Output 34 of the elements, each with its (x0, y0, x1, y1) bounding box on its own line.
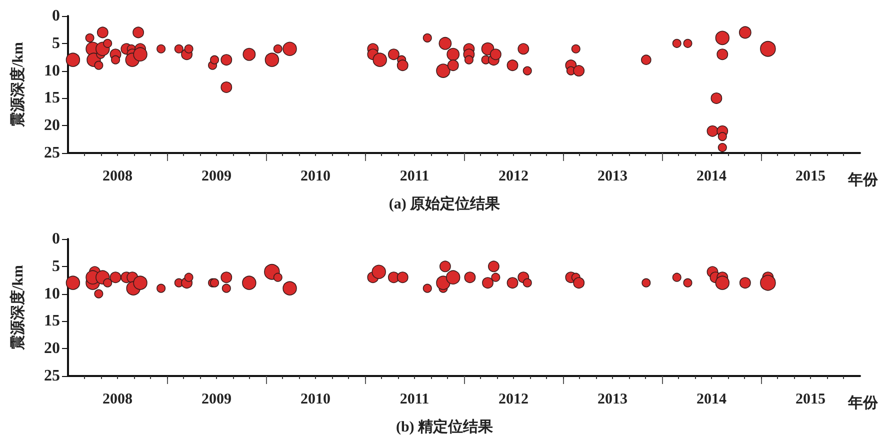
x-tick-label: 2008 (102, 168, 132, 184)
y-tick-label: 0 (52, 230, 60, 248)
x-axis-title: 年份 (847, 394, 879, 412)
x-tick-label: 2009 (202, 392, 232, 408)
x-tick-label: 2014 (696, 392, 727, 408)
x-tick-label: 2008 (102, 392, 132, 408)
y-axis-title: 震源深度/km (8, 42, 26, 128)
x-tick-label: 2015 (796, 168, 826, 184)
y-tick-label: 10 (44, 285, 60, 302)
y-axis-title: 震源深度/km (8, 264, 26, 352)
y-tick-label: 25 (44, 368, 60, 384)
x-tick-label: 2014 (696, 168, 727, 184)
x-tick-label: 2011 (400, 392, 430, 408)
x-tick-label: 2009 (202, 168, 232, 184)
x-tick-label: 2013 (598, 168, 628, 184)
y-tick-label: 15 (44, 90, 60, 107)
y-tick-label: 15 (44, 312, 60, 330)
x-axis-title: 年份 (847, 172, 879, 188)
y-tick-label: 10 (44, 62, 60, 80)
x-tick-label: 2010 (300, 392, 330, 408)
y-tick-label: 5 (52, 34, 60, 52)
x-tick-label: 2010 (300, 168, 330, 184)
y-tick-label: 20 (44, 340, 60, 358)
y-tick-label: 25 (44, 144, 60, 162)
x-tick-label: 2012 (498, 168, 528, 184)
x-tick-label: 2015 (796, 392, 826, 408)
y-tick-label: 5 (52, 258, 60, 275)
x-tick-label: 2013 (598, 392, 628, 408)
y-tick-label: 0 (52, 8, 60, 24)
x-tick-label: 2011 (400, 168, 430, 184)
y-tick-label: 20 (44, 117, 60, 134)
x-tick-label: 2012 (498, 392, 528, 408)
text: (b) 精定位结果 (396, 418, 494, 436)
text: (a) 原始定位结果 (388, 194, 502, 212)
